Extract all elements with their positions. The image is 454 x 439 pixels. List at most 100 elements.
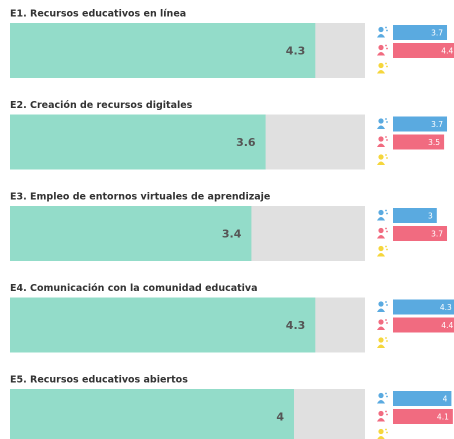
icon-dot <box>385 62 387 65</box>
icon-dot <box>386 65 388 68</box>
icon-dot <box>386 413 388 416</box>
icon-dot <box>386 230 388 233</box>
value-label: 4 <box>276 411 284 424</box>
bar <box>10 297 316 353</box>
icon-head <box>378 26 384 33</box>
small-value-label: 3.7 <box>431 230 443 239</box>
small-bar <box>393 208 437 223</box>
icon-body <box>377 217 385 221</box>
panel-title: E2. Creación de recursos digitales <box>10 100 193 111</box>
panel-title: E4. Comunicación con la comunidad educat… <box>10 283 258 294</box>
bar <box>10 389 294 439</box>
person-icon <box>377 428 388 439</box>
bar <box>10 114 266 170</box>
small-value-label: 4 <box>443 395 448 404</box>
icon-head <box>378 209 384 216</box>
icon-dot <box>386 139 388 141</box>
person-icon <box>377 136 388 147</box>
icon-body <box>377 344 385 348</box>
panel-title: E5. Recursos educativos abiertos <box>10 375 188 386</box>
icon-head <box>378 227 384 234</box>
icon-dot <box>386 322 388 324</box>
icon-body <box>377 418 385 422</box>
small-bar <box>393 317 454 333</box>
value-label: 3.4 <box>222 228 242 241</box>
small-bar <box>393 134 445 150</box>
icon-body <box>377 143 385 147</box>
person-icon <box>377 410 388 422</box>
icon-dot <box>385 26 387 29</box>
icon-dot <box>385 410 387 413</box>
icon-dot <box>385 44 387 47</box>
small-bar <box>393 25 448 40</box>
person-icon <box>377 118 388 129</box>
person-icon <box>377 337 388 348</box>
panel-title: E1. Recursos educativos en línea <box>10 9 186 20</box>
value-label: 4.3 <box>286 45 306 58</box>
icon-dot <box>386 212 388 215</box>
icon-dot <box>385 245 387 248</box>
person-icon <box>377 154 388 165</box>
icon-body <box>377 326 385 330</box>
icon-dot <box>386 248 388 251</box>
panel-title: E3. Empleo de entornos virtuales de apre… <box>10 192 270 203</box>
icon-body <box>377 52 385 56</box>
icon-dot <box>386 395 388 398</box>
small-value-label: 4.3 <box>440 303 452 312</box>
icon-dot <box>386 340 388 342</box>
icon-body <box>377 125 385 129</box>
person-icon <box>377 301 388 312</box>
icon-head <box>378 154 384 160</box>
icon-head <box>378 62 384 69</box>
icon-head <box>378 136 384 142</box>
person-icon <box>377 62 388 74</box>
icon-dot <box>385 209 387 212</box>
person-icon <box>377 245 388 257</box>
icon-head <box>378 337 384 343</box>
icon-dot <box>386 47 388 50</box>
icon-dot <box>385 136 387 138</box>
icon-body <box>377 161 385 165</box>
person-icon <box>377 209 388 221</box>
small-value-label: 3.7 <box>431 29 443 38</box>
small-value-label: 3.5 <box>428 138 440 147</box>
bar <box>10 23 316 78</box>
value-label: 4.3 <box>286 319 306 332</box>
small-bar <box>393 43 454 58</box>
icon-dot <box>385 392 387 395</box>
icon-body <box>377 34 385 38</box>
value-label: 3.6 <box>236 136 256 149</box>
icon-dot <box>385 227 387 230</box>
icon-body <box>377 235 385 239</box>
icon-head <box>378 428 384 435</box>
icon-body <box>377 253 385 257</box>
icon-head <box>378 319 384 325</box>
icon-dot <box>385 118 387 120</box>
icon-head <box>378 44 384 51</box>
person-icon <box>377 26 388 38</box>
icon-body <box>377 436 385 439</box>
small-bar <box>393 226 448 241</box>
small-value-label: 3 <box>428 212 433 221</box>
small-value-label: 4.1 <box>437 413 449 422</box>
icon-dot <box>385 154 387 156</box>
small-value-label: 4.4 <box>441 321 453 330</box>
icon-head <box>378 118 384 124</box>
icon-dot <box>386 157 388 159</box>
small-bar <box>393 409 453 424</box>
icon-dot <box>386 431 388 434</box>
small-bar <box>393 391 452 406</box>
icon-dot <box>386 29 388 32</box>
icon-dot <box>385 337 387 339</box>
person-icon <box>377 319 388 330</box>
bar <box>10 206 252 261</box>
person-icon <box>377 392 388 404</box>
icon-body <box>377 70 385 74</box>
icon-head <box>378 392 384 399</box>
icon-dot <box>385 319 387 321</box>
icon-head <box>378 301 384 307</box>
small-value-label: 3.7 <box>431 120 443 129</box>
icon-dot <box>385 428 387 431</box>
